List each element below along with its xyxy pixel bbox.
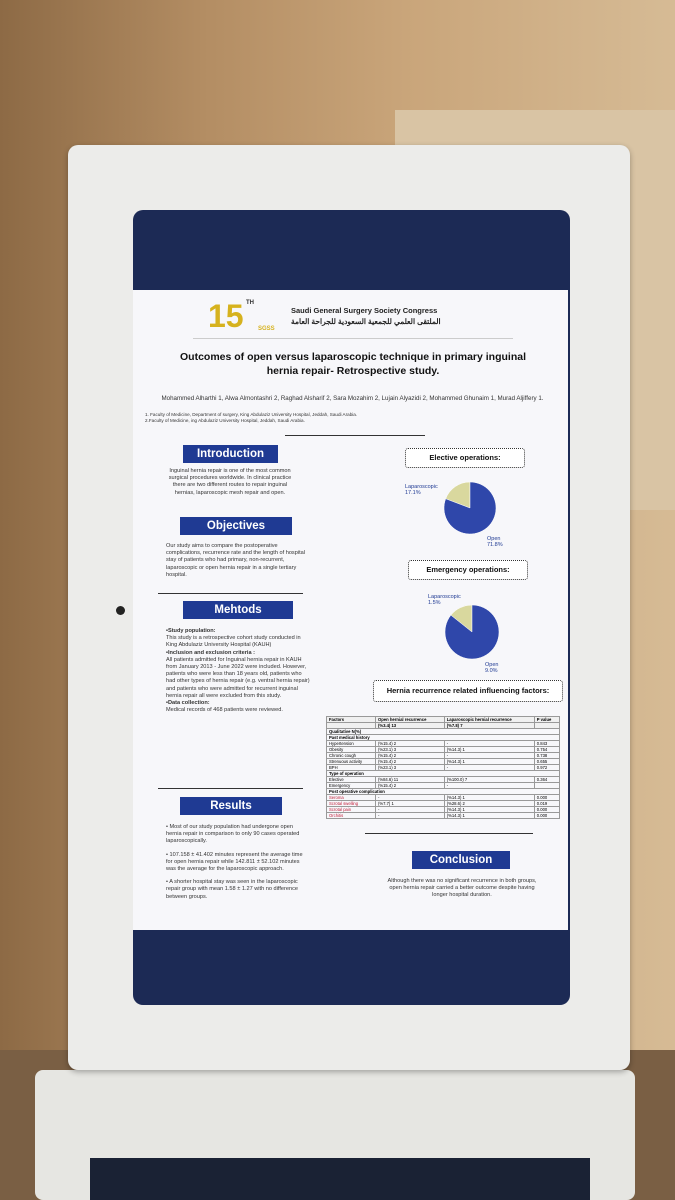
slice-label: Open	[485, 662, 498, 668]
authors: Mohammed Alharthi 1, Alwa Almontashri 2,…	[161, 395, 544, 402]
section-heading: Mehtods	[183, 601, 293, 619]
method-label: •Data collection:	[166, 700, 210, 707]
logo-abbr: SGSS	[258, 326, 275, 332]
slice-value: 71.8%	[487, 542, 503, 548]
header-rule	[193, 338, 513, 339]
result-paragraph: • Most of our study population had under…	[166, 824, 300, 845]
objectives-text: Our study aims to compare the postoperat…	[166, 543, 305, 578]
logo: 15 TH SGSS	[208, 298, 288, 334]
section-heading: Introduction	[183, 445, 278, 463]
affiliations: 1. Faculty of Medicine, Department of su…	[145, 412, 445, 424]
pie-slice	[443, 481, 497, 535]
table-heading: Hernia recurrence related influencing fa…	[373, 680, 563, 702]
poster: 15 TH SGSS Saudi General Surgery Society…	[133, 290, 568, 930]
methods-list: •Study population: This study is a retros…	[166, 628, 311, 714]
method-label: •Study population:	[166, 628, 216, 634]
slice-value: 17.1%	[405, 490, 421, 496]
divider	[158, 593, 303, 594]
method-text: Medical records of 468 patients were rev…	[166, 707, 283, 714]
affiliation: 1. Faculty of Medicine, Department of su…	[145, 412, 358, 417]
table-header-row: Factors Open hernial recurrence Laparoscop…	[326, 716, 561, 723]
divider	[365, 833, 533, 834]
cell: 0.000	[533, 812, 561, 819]
method-label: •Inclusion and exclusion criteria :	[166, 649, 255, 656]
recurrence-table: Factors Open hernial recurrence Laparoscop…	[326, 716, 561, 819]
divider	[285, 435, 425, 436]
result-paragraph: • 107.158 ± 41.402 minutes represent the…	[166, 851, 303, 873]
logo-number: 15	[208, 298, 244, 334]
result-paragraph: • A shorter hospital stay was seen in th…	[166, 879, 299, 900]
cell: Orchitis	[326, 812, 376, 819]
table-row: Seroma - (%14.3) 1 0.000	[326, 794, 561, 801]
affiliation: 2.Faculty of Medicine, ing Abdulaziz Uni…	[145, 418, 305, 423]
slice-value: 1.5%	[428, 600, 441, 606]
method-text: This study is a retrospective cohort stu…	[166, 635, 301, 649]
divider	[158, 788, 303, 789]
section-heading: Results	[180, 797, 282, 815]
slice-label: Laparoscopic	[428, 594, 461, 600]
camera-dot	[116, 606, 125, 615]
slice-label: Laparoscopic	[405, 484, 438, 490]
section-heading: Conclusion	[412, 851, 510, 869]
method-text: All patients admitted for Inguinal herni…	[166, 656, 310, 699]
slice-label: Open	[487, 536, 500, 542]
chart-title: Elective operations:	[405, 448, 525, 468]
table-row: Orchitis - (%14.3) 1 0.000	[326, 812, 561, 819]
intro-text: Inguinal hernia repair is one of the mos…	[168, 468, 292, 496]
table-wrap: Factors Open hernial recurrence Laparoscop…	[326, 716, 561, 819]
pie-slice	[444, 604, 500, 660]
congress-name-ar: الملتقى العلمي للجمعية السعودية للجراحة …	[291, 317, 441, 326]
congress-name: Saudi General Surgery Society Congress	[291, 306, 438, 315]
conclusion-text: Although there was no significant recurr…	[387, 878, 537, 899]
slice-value: 9.0%	[485, 668, 498, 674]
kiosk-base-screen	[90, 1158, 590, 1200]
results-list: • Most of our study population had under…	[166, 824, 306, 907]
section-heading: Objectives	[180, 517, 292, 535]
logo-sup: TH	[246, 300, 254, 306]
poster-title: Outcomes of open versus laparoscopic tec…	[180, 351, 526, 377]
chart-title: Emergency operations:	[408, 560, 528, 580]
